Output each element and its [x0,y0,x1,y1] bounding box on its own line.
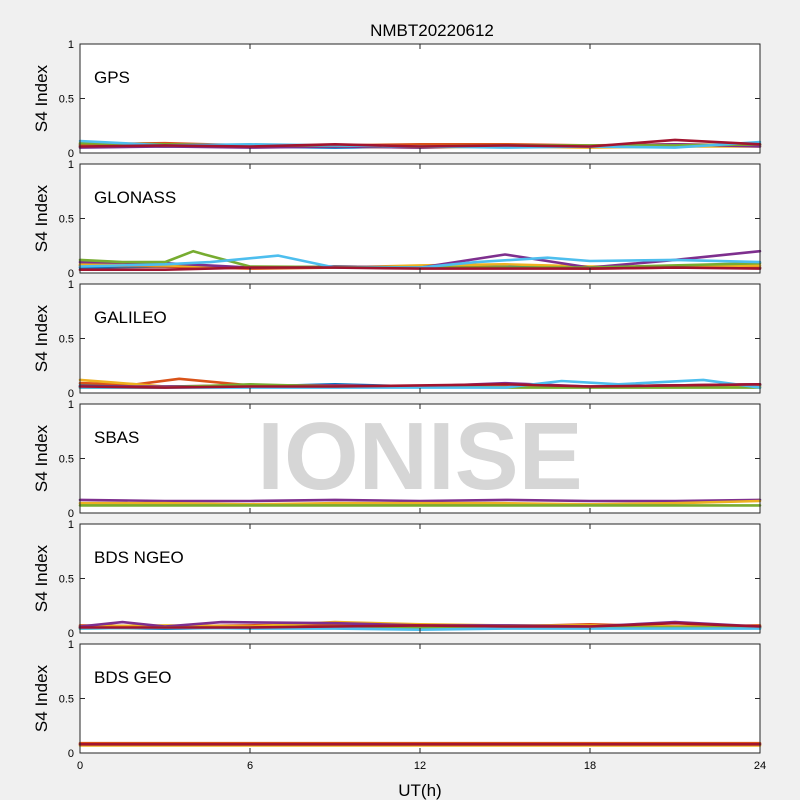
y-tick-label: 0 [68,748,74,760]
panel-glonass: 0 0.5 1 GLONASS S4 Index [32,159,762,280]
y-tick-label: 1 [68,519,74,531]
y-axis-label: S4 Index [32,304,51,372]
series-line-1 [78,499,762,506]
series-line-0 [78,498,762,503]
y-tick-label: 0.5 [59,214,74,226]
y-tick-label: 0 [68,268,74,280]
y-tick-label: 0.5 [59,334,74,346]
x-tick-label: 0 [77,760,83,772]
y-tick-label: 0 [68,628,74,640]
plot-area [80,524,760,633]
watermark-text: IONISE [257,403,582,510]
panel-bds-ngeo: 0 0.5 1 BDS NGEO S4 Index [32,519,762,640]
y-tick-label: 0.5 [59,694,74,706]
panel-label: BDS NGEO [94,548,184,567]
panel-galileo: 0 0.5 1 GALILEO S4 Index [32,279,762,400]
panel-label: GLONASS [94,188,176,207]
x-tick-label: 6 [247,760,253,772]
x-tick-label: 18 [584,760,596,772]
y-tick-label: 0 [68,508,74,520]
series-line-6 [78,138,762,148]
series-line-6 [78,621,762,629]
plot-area [80,404,760,513]
plot-area [80,164,760,273]
y-axis-label: S4 Index [32,664,51,732]
panel-bds-geo: 0 6 12 18 24 0 0.5 1 BDS GEO S4 Index [32,639,766,772]
y-tick-label: 0 [68,388,74,400]
panel-label: SBAS [94,428,139,447]
y-tick-label: 0 [68,148,74,160]
plot-area [80,284,760,393]
y-tick-label: 1 [68,159,74,171]
y-tick-label: 1 [68,279,74,291]
x-tick-label: 24 [754,760,766,772]
y-tick-label: 0.5 [59,574,74,586]
y-axis-label: S4 Index [32,424,51,492]
plot-area [80,644,760,753]
y-tick-label: 1 [68,639,74,651]
y-axis-label: S4 Index [32,64,51,132]
figure-title: NMBT20220612 [370,21,494,40]
y-axis-label: S4 Index [32,184,51,252]
y-tick-label: 0.5 [59,94,74,106]
y-tick-label: 0.5 [59,454,74,466]
x-axis-label: UT(h) [398,781,441,800]
panel-label: BDS GEO [94,668,171,687]
panel-gps: 0 0.5 1 GPS S4 Index [32,39,762,160]
y-tick-label: 1 [68,39,74,51]
y-tick-label: 1 [68,399,74,411]
panel-sbas: IONISE 0 0.5 1 SBAS S4 Index [32,399,762,520]
panel-label: GPS [94,68,130,87]
plot-area [80,44,760,153]
series-line-6 [78,382,762,389]
y-axis-label: S4 Index [32,544,51,612]
panels: 0 0.5 1 GPS S4 Index 0 0.5 1 GLONASS S4 Index 0 0.5… [32,39,766,772]
x-tick-label: 12 [414,760,426,772]
panel-label: GALILEO [94,308,167,327]
